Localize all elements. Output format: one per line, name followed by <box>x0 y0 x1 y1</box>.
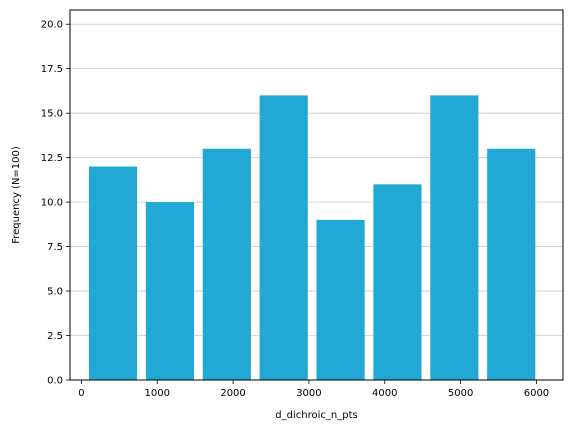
x-tick-label: 1000 <box>144 388 169 399</box>
bar <box>202 148 251 380</box>
y-tick-label: 2.5 <box>47 331 63 342</box>
bar <box>487 148 536 380</box>
x-tick-label: 0 <box>78 388 84 399</box>
x-tick-label: 2000 <box>220 388 245 399</box>
y-tick-label: 17.5 <box>41 64 63 75</box>
bar <box>373 184 422 380</box>
y-tick-label: 7.5 <box>47 242 63 253</box>
x-axis-ticks: 0 1000 2000 3000 4000 5000 6000 <box>78 380 549 399</box>
bar <box>430 95 479 380</box>
bar <box>145 202 195 380</box>
x-tick-label: 3000 <box>296 388 321 399</box>
y-tick-label: 5.0 <box>47 287 63 298</box>
y-tick-label: 10.0 <box>41 198 63 209</box>
y-tick-label: 15.0 <box>41 109 63 120</box>
y-axis-ticks: 0.0 2.5 5.0 7.5 10.0 12.5 15.0 17.5 20.0 <box>41 20 70 387</box>
bar <box>259 95 308 380</box>
x-axis-label: d_dichroic_n_pts <box>275 410 357 421</box>
y-tick-label: 12.5 <box>41 153 63 164</box>
y-tick-label: 0.0 <box>47 376 63 387</box>
bars <box>88 95 536 380</box>
x-tick-label: 6000 <box>524 388 549 399</box>
y-tick-label: 20.0 <box>41 20 63 31</box>
y-axis-label: Frequency (N=100) <box>11 146 22 244</box>
bar <box>88 166 138 380</box>
plot-frame <box>69 9 564 381</box>
x-tick-label: 5000 <box>448 388 473 399</box>
x-tick-label: 4000 <box>372 388 397 399</box>
bar <box>316 219 365 380</box>
